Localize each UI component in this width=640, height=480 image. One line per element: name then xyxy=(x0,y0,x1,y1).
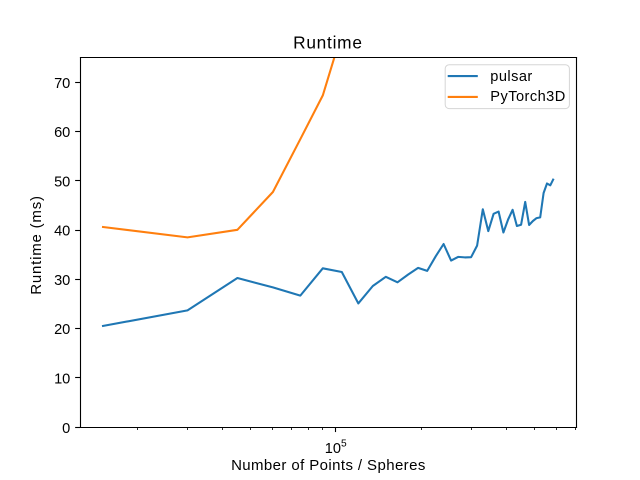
svg-text:10: 10 xyxy=(54,372,70,388)
svg-text:Runtime: Runtime xyxy=(293,32,363,52)
svg-text:Runtime (ms): Runtime (ms) xyxy=(28,195,45,295)
svg-text:pulsar: pulsar xyxy=(490,69,532,85)
svg-text:60: 60 xyxy=(54,125,70,141)
svg-text:PyTorch3D: PyTorch3D xyxy=(490,89,565,105)
svg-text:0: 0 xyxy=(62,421,70,437)
svg-text:50: 50 xyxy=(54,175,70,191)
svg-text:20: 20 xyxy=(54,322,70,338)
svg-text:30: 30 xyxy=(54,273,70,289)
svg-text:40: 40 xyxy=(54,224,70,240)
svg-text:70: 70 xyxy=(54,76,70,92)
svg-text:Number of Points / Spheres: Number of Points / Spheres xyxy=(231,457,426,474)
svg-text:105: 105 xyxy=(325,439,347,457)
